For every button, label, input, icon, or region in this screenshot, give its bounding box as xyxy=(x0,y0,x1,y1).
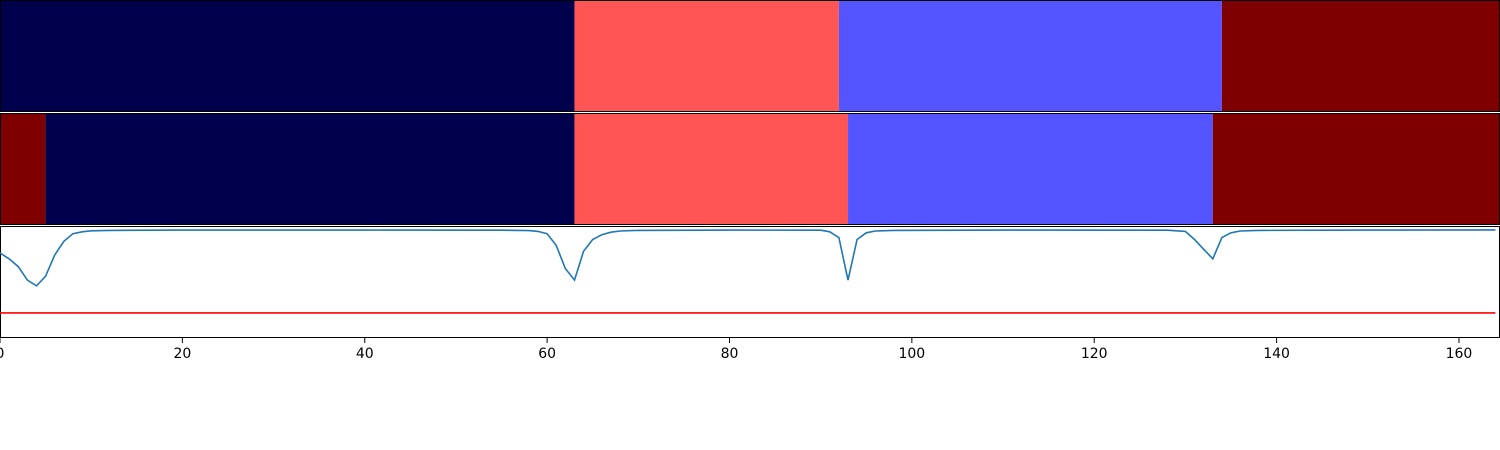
x-tick-label: 120 xyxy=(1081,346,1108,362)
x-axis: 0 20 40 60 80 100 120 140 160 xyxy=(0,338,1472,362)
heatmap-segment-2-5 xyxy=(1212,113,1500,225)
heatmap-segment-1-1 xyxy=(0,0,575,112)
x-tick-label: 20 xyxy=(173,346,191,362)
heatmap-segment-2-2 xyxy=(45,113,575,225)
x-tick-label: 140 xyxy=(1263,346,1290,362)
heatmap-segment-1-4 xyxy=(1221,0,1500,112)
panel-frame xyxy=(0,226,1500,338)
x-tick-label: 40 xyxy=(356,346,374,362)
x-tick-label: 60 xyxy=(538,346,556,362)
line-panel xyxy=(0,226,1500,338)
heatmap-segment-1-3 xyxy=(838,0,1222,112)
heatmap-top xyxy=(0,0,1500,112)
x-tick-label: 80 xyxy=(721,346,739,362)
heatmap-segment-2-4 xyxy=(848,113,1213,225)
heatmap-bottom xyxy=(0,113,1500,225)
x-tick-label: 160 xyxy=(1446,346,1473,362)
heatmap-segment-2-1 xyxy=(0,113,46,225)
x-tick-label: 0 xyxy=(0,346,4,362)
x-tick-label: 100 xyxy=(898,346,925,362)
heatmap-segment-2-3 xyxy=(574,113,849,225)
heatmap-segment-1-2 xyxy=(574,0,839,112)
series-line-1 xyxy=(0,229,1496,287)
